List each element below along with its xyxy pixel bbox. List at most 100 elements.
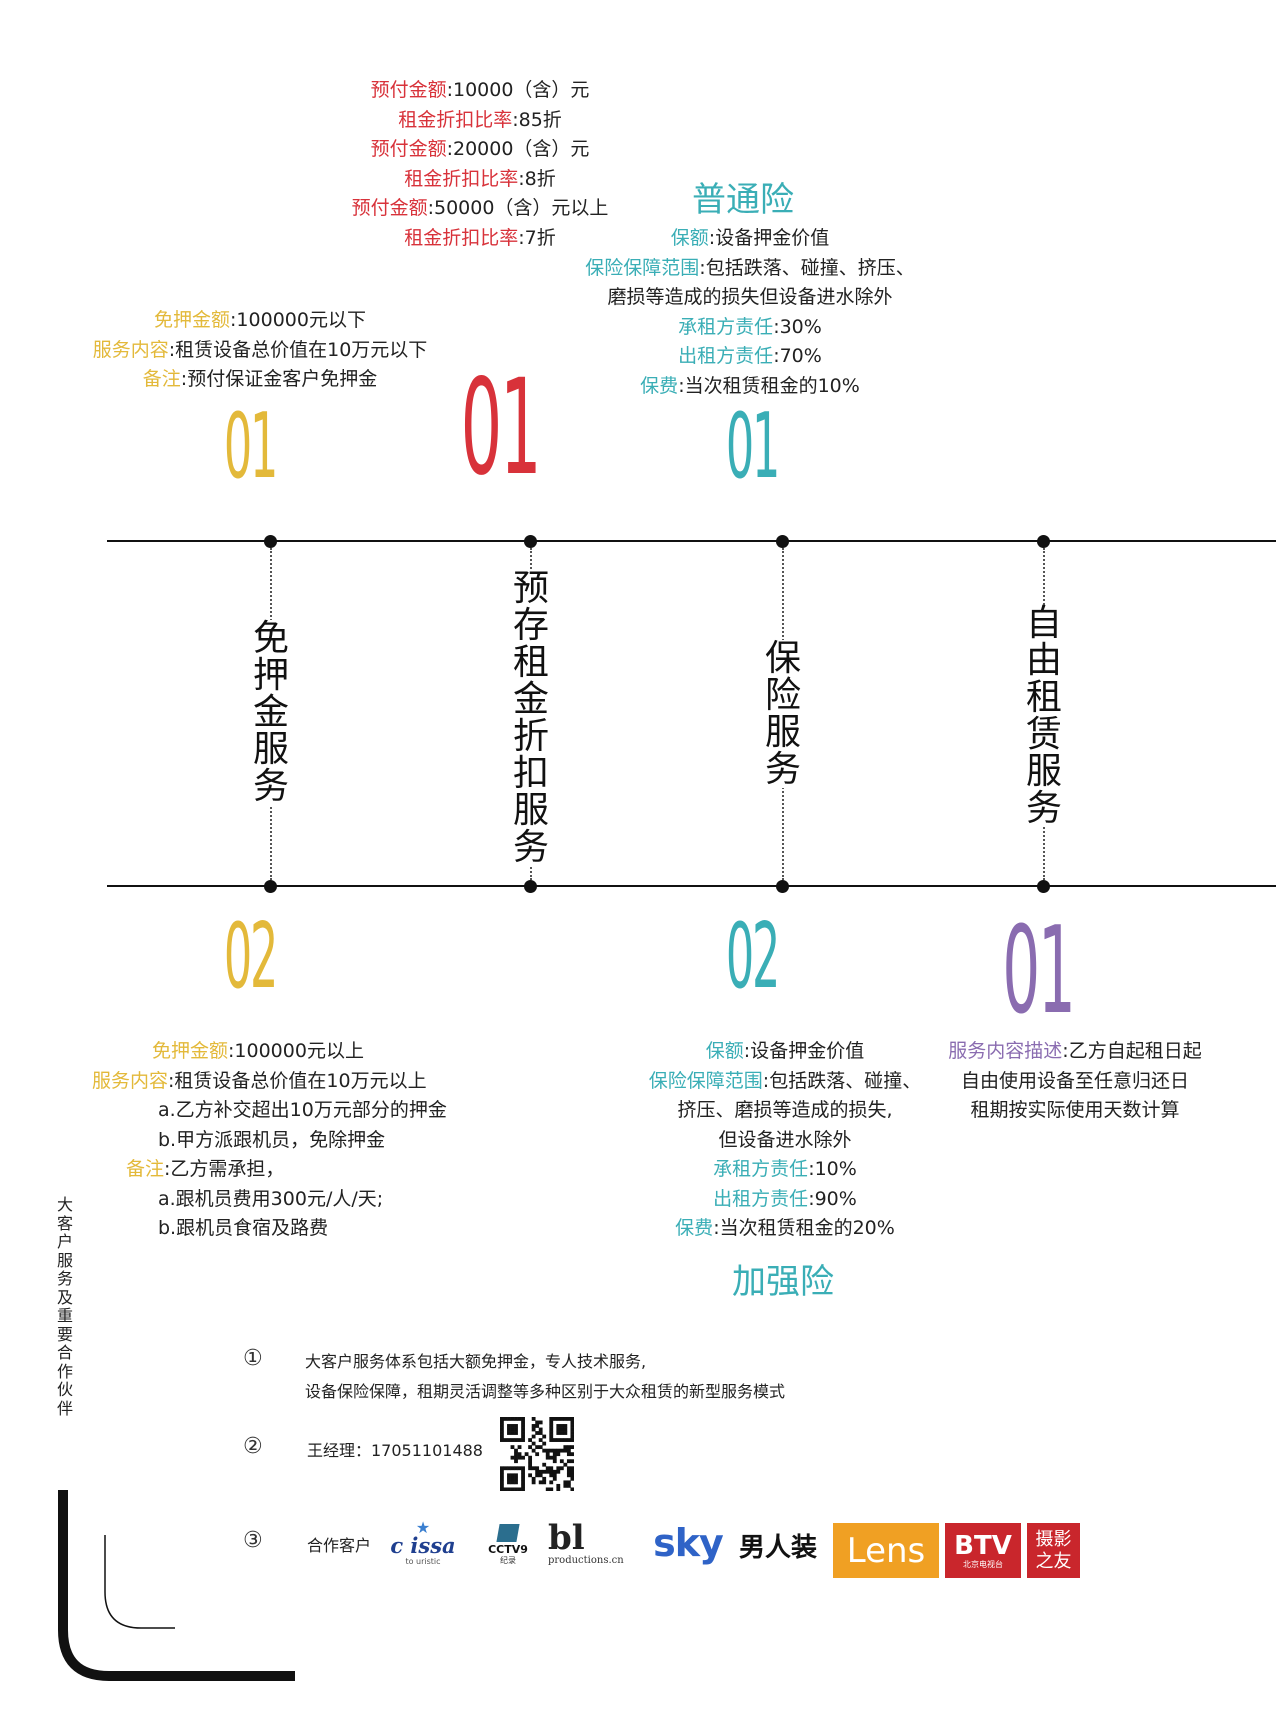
- insurance-plus-item-label: 保费: [675, 1217, 714, 1239]
- timeline-dot-prepaid-bottom: [524, 880, 537, 893]
- prepaid-info-block: 预付金额:10000（含）元 租金折扣比率:85折 预付金额:20000（含）元 租金…: [330, 76, 630, 253]
- deposit-free-1-item-line: 服务内容:租赁设备总价值在10万元以下: [60, 336, 460, 366]
- insurance-normal-item-line: 保险保障范围:包括跌落、碰撞、挤压、: [560, 254, 940, 284]
- number-free-bottom: 01: [1002, 902, 1075, 1041]
- deposit-free-2-item-value: :100000元以上: [228, 1040, 364, 1062]
- deposit-free-1-item-label: 备注: [142, 368, 181, 390]
- insurance-plus-item-line: 保险保障范围:包括跌落、碰撞、: [620, 1067, 950, 1097]
- free-rental-item-value: :乙方自起租日起: [1062, 1040, 1202, 1062]
- logo-cissa-sub: to uristic: [405, 1557, 441, 1566]
- deposit-free-2-item-line: 免押金额:100000元以上: [60, 1037, 520, 1067]
- deposit-free-2-item-line: 备注:乙方需承担，: [60, 1155, 520, 1185]
- insurance-normal-item-line: 磨损等造成的损失但设备进水除外: [560, 283, 940, 313]
- prepaid-item-line: 租金折扣比率:8折: [330, 165, 630, 195]
- insurance-normal-item-label: 保费: [640, 374, 679, 397]
- timeline-dot-deposit-bottom: [264, 880, 277, 893]
- qr-code[interactable]: [500, 1417, 574, 1491]
- insurance-plus-item-label: 保险保障范围: [648, 1069, 763, 1092]
- footer-marker-2: ②: [243, 1434, 263, 1459]
- logo-sky-text: sky: [653, 1521, 724, 1565]
- logo-cctv-text: CCTV9: [488, 1543, 528, 1556]
- logo-cctv9: CCTV9 纪录: [484, 1517, 532, 1573]
- logo-cissa-text: c issa: [390, 1533, 456, 1558]
- deposit-free-2-item-value: a.跟机员费用300元/人/天;: [158, 1187, 384, 1210]
- prepaid-item-value: :8折: [518, 167, 556, 190]
- logo-btv-sub: 北京电视台: [963, 1559, 1003, 1569]
- prepaid-item-label: 租金折扣比率: [404, 167, 519, 190]
- sidebar-vertical-title: 大客户服务及重要合作伙伴: [57, 1195, 74, 1418]
- prepaid-item-line: 预付金额:20000（含）元: [330, 135, 630, 165]
- insurance-normal-item-label: 承租方责任: [678, 315, 774, 338]
- number-insurance-bottom: 02: [725, 904, 780, 1009]
- logo-nanrenzhuang: 男人装: [736, 1522, 820, 1568]
- insurance-normal-item-line: 保费:当次租赁租金的10%: [560, 372, 940, 402]
- cissa-star-icon: ★: [415, 1518, 431, 1537]
- insurance-normal-item-label: 保额: [670, 227, 709, 249]
- service-title-prepaid-discount: 预存租金折扣服务: [509, 570, 553, 866]
- insurance-plus-info-block: 保额:设备押金价值 保险保障范围:包括跌落、碰撞、 挤压、磨损等造成的损失, 但设备进…: [620, 1037, 950, 1244]
- timeline-top-line: [107, 540, 1276, 542]
- footer-line-2: 设备保险保障，租期灵活调整等多种区别于大众租赁的新型服务模式: [305, 1382, 786, 1401]
- timeline-dot-deposit-top: [264, 535, 277, 548]
- insurance-plus-item-value: :设备押金价值: [743, 1040, 865, 1062]
- footer-marker-3: ③: [243, 1528, 263, 1553]
- deposit-free-info-block-1: 免押金额:100000元以下 服务内容:租赁设备总价值在10万元以下 备注:预付保证…: [60, 306, 460, 395]
- deposit-free-1-item-line: 免押金额:100000元以下: [60, 306, 460, 336]
- prepaid-item-label: 预付金额: [370, 79, 447, 101]
- free-rental-item-value: 自由使用设备至任意归还日: [960, 1069, 1189, 1092]
- prepaid-item-value: :10000（含）元: [446, 79, 590, 101]
- logo-lens-text: Lens: [846, 1530, 926, 1571]
- free-rental-item-line: 自由使用设备至任意归还日: [925, 1067, 1225, 1097]
- prepaid-item-value: :85折: [512, 108, 562, 131]
- logo-nanren-text: 男人装: [738, 1532, 817, 1563]
- contact-manager: 王经理：17051101488: [307, 1441, 483, 1460]
- deposit-free-1-item-value: :预付保证金客户免押金: [180, 368, 378, 390]
- deposit-free-1-item-line: 备注:预付保证金客户免押金: [60, 365, 460, 395]
- deposit-free-1-item-value: :租赁设备总价值在10万元以下: [168, 338, 428, 361]
- insurance-plus-item-value: 挤压、磨损等造成的损失,: [677, 1099, 893, 1121]
- footer-marker-1: ①: [243, 1346, 263, 1371]
- insurance-plus-title: 加强险: [732, 1262, 834, 1302]
- insurance-plus-item-value: :10%: [808, 1158, 857, 1180]
- service-title-free-rental: 自由租赁服务: [1022, 605, 1066, 827]
- logo-lens: Lens: [833, 1523, 939, 1578]
- insurance-plus-item-label: 承租方责任: [713, 1158, 809, 1180]
- deposit-free-info-block-2: 免押金额:100000元以上 服务内容:租赁设备总价值在10万元以上 a.乙方补交超…: [60, 1037, 520, 1244]
- insurance-plus-item-value: 但设备进水除外: [718, 1128, 852, 1151]
- logo-cissa: ★ c issa to uristic: [383, 1515, 463, 1573]
- corner-bracket-decoration: [58, 1490, 295, 1681]
- deposit-free-2-item-label: 备注: [126, 1158, 165, 1180]
- free-rental-info-block: 服务内容描述:乙方自起租日起 自由使用设备至任意归还日 租期按实际使用天数计算: [925, 1037, 1225, 1126]
- prepaid-item-value: :7折: [518, 226, 556, 249]
- deposit-free-2-item-value: :乙方需承担，: [164, 1158, 285, 1180]
- insurance-normal-title: 普通险: [692, 180, 794, 220]
- prepaid-item-line: 租金折扣比率:7折: [330, 224, 630, 254]
- prepaid-item-label: 租金折扣比率: [404, 226, 519, 249]
- prepaid-item-label: 预付金额: [351, 197, 428, 219]
- insurance-plus-item-value: :当次租赁租金的20%: [713, 1217, 895, 1239]
- prepaid-item-value: :50000（含）元以上: [427, 197, 609, 219]
- insurance-plus-item-label: 出租方责任: [713, 1187, 809, 1210]
- insurance-plus-item-line: 挤压、磨损等造成的损失,: [620, 1096, 950, 1126]
- deposit-free-2-item-line: a.跟机员费用300元/人/天;: [60, 1185, 520, 1215]
- insurance-plus-item-line: 出租方责任:90%: [620, 1185, 950, 1215]
- timeline-dot-insurance-bottom: [776, 880, 789, 893]
- deposit-free-1-item-label: 免押金额: [154, 309, 231, 331]
- deposit-free-2-item-value: b.跟机员食宿及路费: [158, 1217, 329, 1239]
- logo-bl-productions: bl productions.cn: [548, 1514, 644, 1574]
- insurance-plus-item-value: :90%: [808, 1187, 857, 1210]
- insurance-normal-item-value: :70%: [773, 345, 822, 367]
- insurance-normal-item-line: 出租方责任:70%: [560, 342, 940, 372]
- logo-bl-sub: productions.cn: [548, 1555, 624, 1566]
- insurance-normal-item-label: 出租方责任: [678, 345, 774, 367]
- insurance-plus-item-line: 但设备进水除外: [620, 1126, 950, 1156]
- prepaid-item-value: :20000（含）元: [446, 138, 590, 160]
- insurance-plus-item-line: 保额:设备押金价值: [620, 1037, 950, 1067]
- deposit-free-2-item-line: b.甲方派跟机员，免除押金: [60, 1126, 520, 1156]
- deposit-free-2-item-value: a.乙方补交超出10万元部分的押金: [158, 1099, 447, 1121]
- timeline-dot-free-bottom: [1037, 880, 1050, 893]
- deposit-free-2-item-line: a.乙方补交超出10万元部分的押金: [60, 1096, 520, 1126]
- free-rental-item-value: 租期按实际使用天数计算: [970, 1099, 1180, 1121]
- free-rental-item-line: 租期按实际使用天数计算: [925, 1096, 1225, 1126]
- insurance-normal-item-value: 磨损等造成的损失但设备进水除外: [607, 286, 893, 308]
